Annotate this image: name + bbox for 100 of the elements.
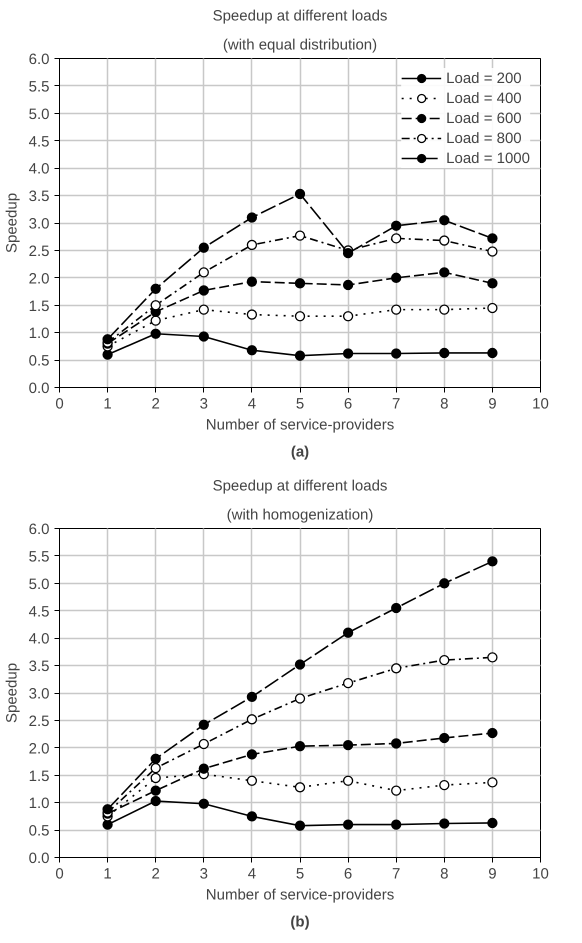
point [487, 278, 498, 288]
point [487, 818, 498, 828]
y-tick-label: 5.5 [28, 548, 50, 566]
point [342, 280, 354, 290]
y-tick-label: 2.0 [28, 270, 50, 288]
y-tick-label: 3.0 [28, 686, 50, 702]
point [102, 334, 113, 344]
point [342, 248, 354, 258]
point [439, 780, 450, 790]
x-axis-title: Number of service-providers [206, 416, 394, 434]
point [198, 764, 209, 774]
x-tick-label: 2 [152, 866, 160, 882]
y-axis-title: Speedup [4, 192, 21, 254]
point [294, 782, 306, 792]
x-tick-label: 9 [488, 396, 497, 412]
x-tick-label: 4 [248, 866, 256, 882]
point [391, 233, 402, 244]
x-tick-label: 5 [296, 866, 304, 882]
point [294, 350, 306, 361]
point [294, 311, 306, 322]
x-tick-label: 0 [55, 866, 64, 882]
x-tick-label: 7 [392, 396, 400, 412]
point [439, 304, 450, 315]
point [246, 811, 258, 822]
point [439, 818, 450, 829]
y-tick-label: 1.5 [28, 768, 50, 785]
x-tick-label: 5 [296, 396, 304, 412]
text: (a) [290, 444, 310, 460]
point [342, 628, 354, 638]
point [487, 556, 498, 567]
y-tick-label: 6.0 [28, 521, 50, 538]
point [294, 230, 306, 241]
chart-subtitle: (with equal distribution) [222, 36, 378, 54]
x-tick-label: 1 [103, 866, 112, 882]
y-tick-label: 2.5 [28, 242, 50, 260]
x-axis-title: Number of service-providers [206, 886, 394, 904]
point [487, 246, 498, 257]
point [246, 776, 258, 786]
y-tick-label: 4.0 [28, 160, 50, 178]
point [150, 772, 161, 784]
point [391, 272, 402, 283]
y-tick-label: 1.0 [28, 795, 50, 812]
point [198, 798, 209, 809]
x-tick-label: 8 [440, 866, 448, 882]
point [246, 276, 258, 287]
point [487, 777, 498, 788]
x-tick-label: 10 [532, 866, 549, 882]
y-axis-title: Speedup [4, 662, 21, 724]
point [198, 331, 209, 342]
x-tick-label: 0 [55, 396, 64, 412]
y-tick-label: 5.0 [28, 106, 50, 123]
point [294, 278, 306, 288]
point [246, 309, 258, 320]
point [150, 785, 161, 796]
point [150, 328, 161, 339]
point [391, 220, 402, 231]
point [391, 602, 402, 614]
y-tick-label: 0.0 [28, 850, 50, 867]
chart-title: Speedup at different loads [212, 8, 388, 24]
point [150, 315, 161, 326]
x-tick-label: 4 [248, 396, 256, 412]
point [294, 659, 306, 670]
point [487, 652, 498, 662]
y-tick-label: 1.0 [28, 325, 50, 342]
point [294, 188, 306, 200]
legend-label: Load = 400 [446, 90, 522, 106]
y-tick-label: 2.0 [28, 740, 50, 758]
point [246, 240, 258, 250]
point [150, 284, 161, 294]
point [391, 304, 402, 315]
point [342, 311, 354, 322]
point [198, 720, 209, 730]
point [150, 762, 161, 774]
x-tick-label: 6 [344, 396, 352, 412]
y-tick-label: 5.5 [28, 78, 50, 96]
x-tick-label: 1 [103, 396, 112, 412]
point [198, 285, 209, 296]
y-tick-label: 0.5 [28, 352, 50, 370]
point [487, 233, 498, 244]
point [439, 235, 450, 246]
y-tick-label: 0.0 [28, 380, 50, 397]
y-tick-label: 3.5 [28, 658, 50, 676]
y-tick-label: 4.5 [28, 603, 50, 620]
x-tick-label: 7 [392, 866, 400, 882]
y-tick-label: 3.5 [28, 188, 50, 206]
point [294, 693, 306, 704]
y-tick-label: 4.0 [28, 630, 50, 648]
point [198, 242, 209, 253]
point [391, 738, 402, 749]
point [246, 714, 258, 724]
y-tick-label: 0.5 [28, 822, 50, 840]
point [487, 728, 498, 738]
point [198, 304, 209, 315]
point [439, 267, 450, 278]
point [487, 302, 498, 314]
y-tick-label: 4.5 [28, 133, 50, 150]
y-tick-label: 1.5 [28, 298, 50, 315]
x-tick-label: 2 [152, 396, 160, 412]
point [439, 215, 450, 226]
point [246, 692, 258, 702]
